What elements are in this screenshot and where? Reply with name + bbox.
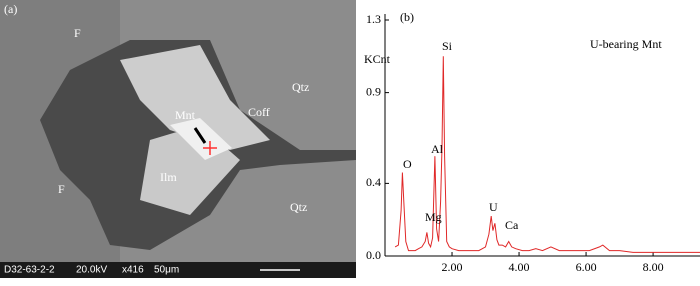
spot-marker (203, 141, 217, 155)
y-tick-label: 0.9 (366, 84, 381, 98)
mineral-label: Mnt (175, 108, 196, 122)
spectrum-line (394, 56, 700, 253)
peak-label: Ca (505, 218, 519, 232)
peak-label: Mg (425, 210, 442, 224)
info-text: D32-63-2-2 (4, 265, 55, 276)
peak-label: Al (431, 142, 444, 156)
mineral-label: Coff (248, 105, 270, 119)
arrow (193, 127, 207, 144)
y-tick-label: 0.0 (366, 248, 381, 262)
y-tick-label: 1.3 (366, 12, 381, 26)
mineral-label: Qtz (290, 200, 307, 214)
info-text: 50μm (154, 265, 179, 276)
peak-label: Si (442, 39, 453, 53)
mineral-label: F (74, 26, 81, 40)
panel-label: (b) (400, 10, 414, 24)
peak-label: U (489, 200, 498, 214)
annotation: U-bearing Mnt (590, 37, 662, 51)
info-text: 20.0kV (76, 265, 107, 276)
x-tick-label: 8.00 (643, 260, 664, 274)
info-bar (0, 262, 356, 278)
x-tick-label: 2.00 (442, 260, 463, 274)
sem-image: (a) F F Qtz Qtz Coff Mnt Ilm D32-63-2-2 20.0kV x41… (0, 0, 356, 278)
mineral-label: Ilm (160, 170, 177, 184)
x-tick-label: 4.00 (509, 260, 530, 274)
info-text: x416 (122, 265, 144, 276)
panel-label: (a) (4, 2, 17, 16)
y-tick-label: 0.4 (366, 175, 381, 189)
mineral-label: Qtz (292, 80, 309, 94)
x-tick-label: 6.00 (576, 260, 597, 274)
coffinite (120, 45, 270, 150)
y-axis-label: KCnt (364, 52, 391, 66)
peak-label: O (403, 157, 412, 171)
mineral-label: F (58, 182, 65, 196)
